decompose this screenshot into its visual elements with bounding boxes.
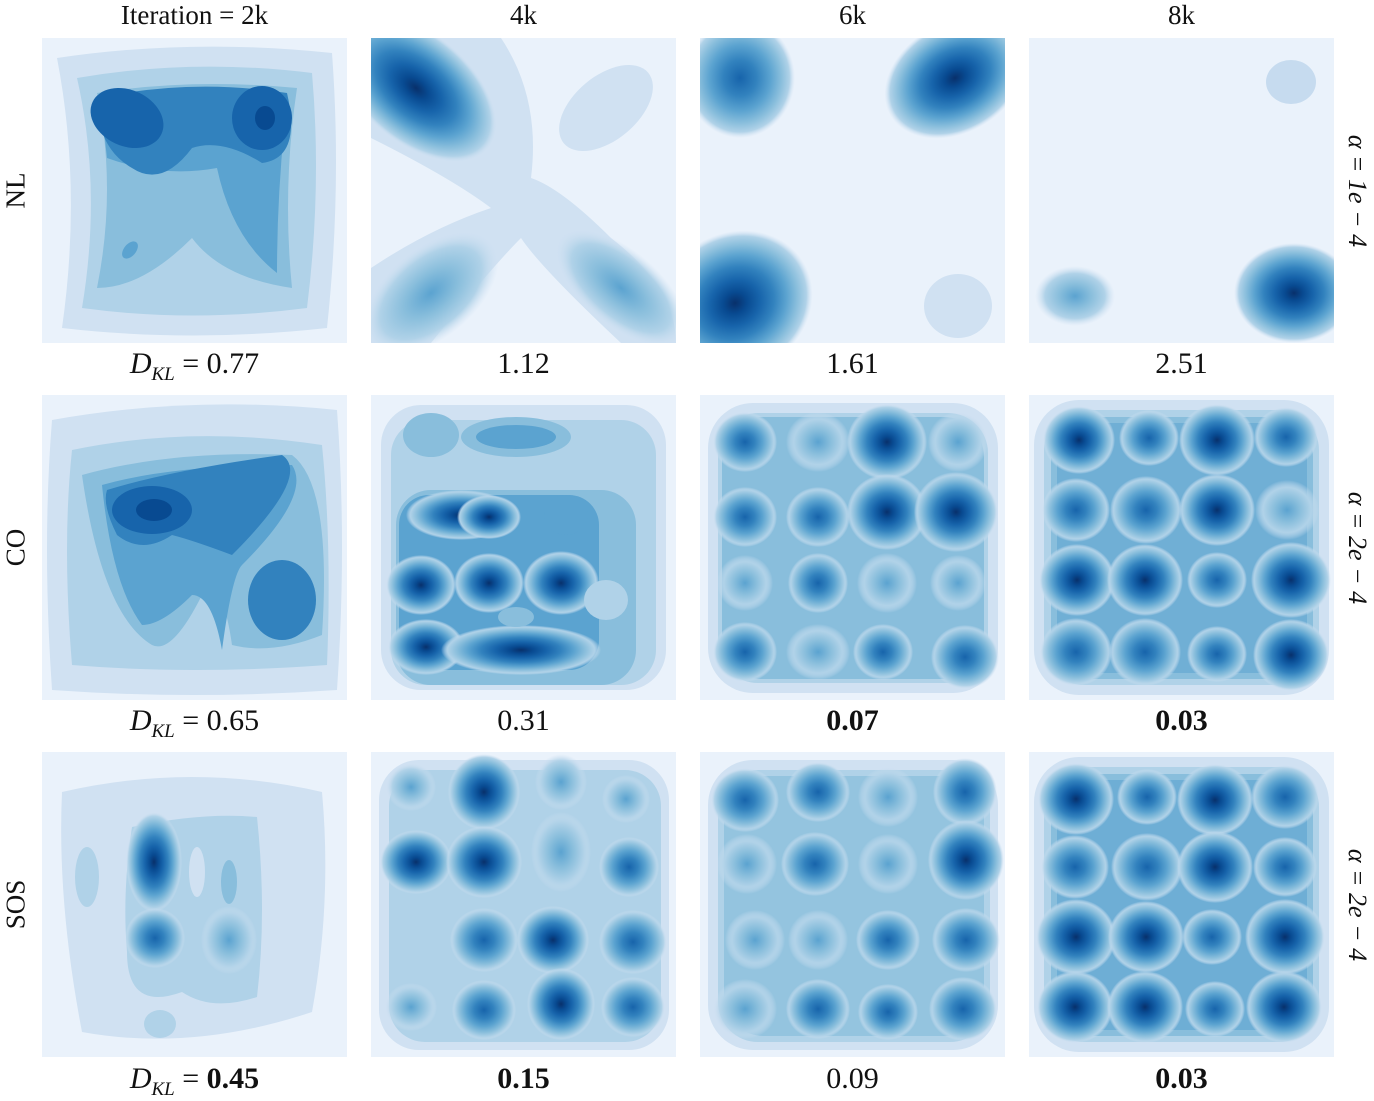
row-label-nl: NL — [0, 38, 32, 343]
density-plot-nl-4k — [371, 38, 676, 343]
density-plot-sos-2k — [42, 752, 347, 1057]
col-title-4k: 4k — [510, 0, 537, 30]
density-plot-nl-8k — [1029, 38, 1334, 343]
kl-value-co-8k: 0.03 — [1155, 704, 1208, 737]
density-plot-sos-8k — [1029, 752, 1334, 1057]
row-label-co: CO — [0, 395, 32, 700]
row-label-text: SOS — [0, 879, 31, 930]
kl-value-co-4k: 0.31 — [497, 704, 550, 737]
density-plot-sos-6k — [700, 752, 1005, 1057]
kl-value-sos-8k: 0.03 — [1155, 1062, 1208, 1095]
row-label-sos: SOS — [0, 752, 32, 1057]
col-title-6k: 6k — [839, 0, 866, 30]
kl-value-sos-6k: 0.09 — [826, 1062, 879, 1095]
kl-value-co-6k: 0.07 — [826, 704, 879, 737]
kl-value-nl-8k: 2.51 — [1155, 347, 1208, 380]
row-label-text: CO — [0, 528, 31, 567]
kl-value-nl-6k: 1.61 — [826, 347, 879, 380]
alpha-label-row2: α = 2e − 4 — [1340, 395, 1374, 700]
kl-value-sos-4k: 0.15 — [497, 1062, 550, 1095]
density-plot-co-4k — [371, 395, 676, 700]
density-plot-nl-6k — [700, 38, 1005, 343]
kl-symbol: DKL — [129, 1062, 175, 1100]
kl-symbol: DKL — [129, 347, 175, 385]
alpha-label-text: α = 2e − 4 — [1343, 848, 1372, 961]
row-label-text: NL — [0, 172, 31, 209]
kl-value-sos-2k: DKL = 0.45 — [129, 1062, 260, 1100]
alpha-label-text: α = 2e − 4 — [1343, 491, 1372, 604]
alpha-label-text: α = 1e − 4 — [1343, 134, 1372, 247]
density-plot-co-8k — [1029, 395, 1334, 700]
col-title-8k: 8k — [1168, 0, 1195, 30]
density-plot-co-2k — [42, 395, 347, 700]
kl-value-nl-2k: DKL = 0.77 — [129, 347, 260, 385]
col-title-2k: Iteration = 2k — [120, 0, 269, 30]
kl-symbol: DKL — [129, 704, 175, 742]
alpha-label-row1: α = 1e − 4 — [1340, 38, 1374, 343]
kl-value-co-2k: DKL = 0.65 — [129, 704, 260, 742]
density-plot-co-6k — [700, 395, 1005, 700]
kl-value-nl-4k: 1.12 — [497, 347, 550, 380]
alpha-label-row3: α = 2e − 4 — [1340, 752, 1374, 1057]
density-plot-sos-4k — [371, 752, 676, 1057]
density-plot-nl-2k — [42, 38, 347, 343]
